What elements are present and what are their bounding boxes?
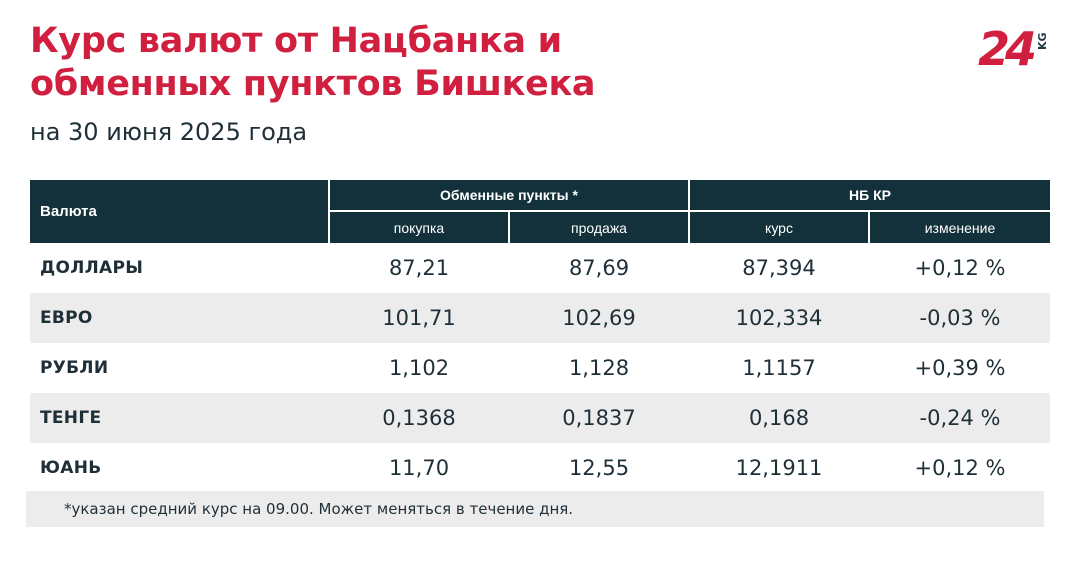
rate-value: 87,394	[742, 256, 816, 280]
change-value: +0,39 %	[914, 356, 1006, 380]
header-rate: курс	[690, 212, 868, 243]
table-row: ЕВРО 101,71 102,69 102,334 -0,03 %	[30, 293, 1050, 343]
logo-number: 24	[978, 22, 1037, 76]
sell-value: 102,69	[562, 306, 636, 330]
table-row: ТЕНГЕ 0,1368 0,1837 0,168 -0,24 %	[30, 393, 1050, 443]
buy-value: 0,1368	[382, 406, 456, 430]
rate-value: 0,168	[748, 406, 810, 430]
title-line-2: обменных пунктов Бишкека	[30, 64, 596, 104]
buy-value: 11,70	[388, 456, 450, 480]
buy-value: 1,102	[388, 356, 450, 380]
table-header: Валюта Обменные пункты * НБ КР покупка п…	[30, 180, 1050, 243]
header-buy: покупка	[330, 212, 508, 243]
change-value: -0,03 %	[919, 306, 1001, 330]
change-value: +0,12 %	[914, 256, 1006, 280]
currency-name: ТЕНГЕ	[40, 408, 102, 428]
sell-value: 1,128	[568, 356, 630, 380]
sell-value: 0,1837	[562, 406, 636, 430]
header-sell: продажа	[510, 212, 688, 243]
rate-value: 102,334	[735, 306, 823, 330]
logo-suffix: KG	[1036, 32, 1049, 50]
table-row: ДОЛЛАРЫ 87,21 87,69 87,394 +0,12 %	[30, 243, 1050, 293]
currency-name: ЕВРО	[40, 308, 93, 328]
header-exchange-group: Обменные пункты *	[330, 180, 688, 210]
rate-value: 1,1157	[742, 356, 816, 380]
currency-table: Валюта Обменные пункты * НБ КР покупка п…	[30, 180, 1050, 493]
table-row: ЮАНЬ 11,70 12,55 12,1911 +0,12 %	[30, 443, 1050, 493]
header-change: изменение	[870, 212, 1050, 243]
currency-name: РУБЛИ	[40, 358, 109, 378]
header-currency: Валюта	[30, 180, 328, 243]
sell-value: 87,69	[568, 256, 630, 280]
sell-value: 12,55	[568, 456, 630, 480]
buy-value: 87,21	[388, 256, 450, 280]
currency-name: ЮАНЬ	[40, 458, 102, 478]
page-title: Курс валют от Нацбанка и обменных пункто…	[30, 20, 596, 106]
logo: 24 KG	[978, 22, 1050, 76]
table-row: РУБЛИ 1,102 1,128 1,1157 +0,39 %	[30, 343, 1050, 393]
change-value: +0,12 %	[914, 456, 1006, 480]
currency-name: ДОЛЛАРЫ	[40, 258, 144, 278]
change-value: -0,24 %	[919, 406, 1001, 430]
footnote: *указан средний курс на 09.00. Может мен…	[26, 491, 1044, 527]
header-nb-group: НБ КР	[690, 180, 1050, 210]
rate-value: 12,1911	[735, 456, 823, 480]
page-subtitle: на 30 июня 2025 года	[30, 118, 308, 146]
title-line-1: Курс валют от Нацбанка и	[30, 21, 562, 61]
buy-value: 101,71	[382, 306, 456, 330]
